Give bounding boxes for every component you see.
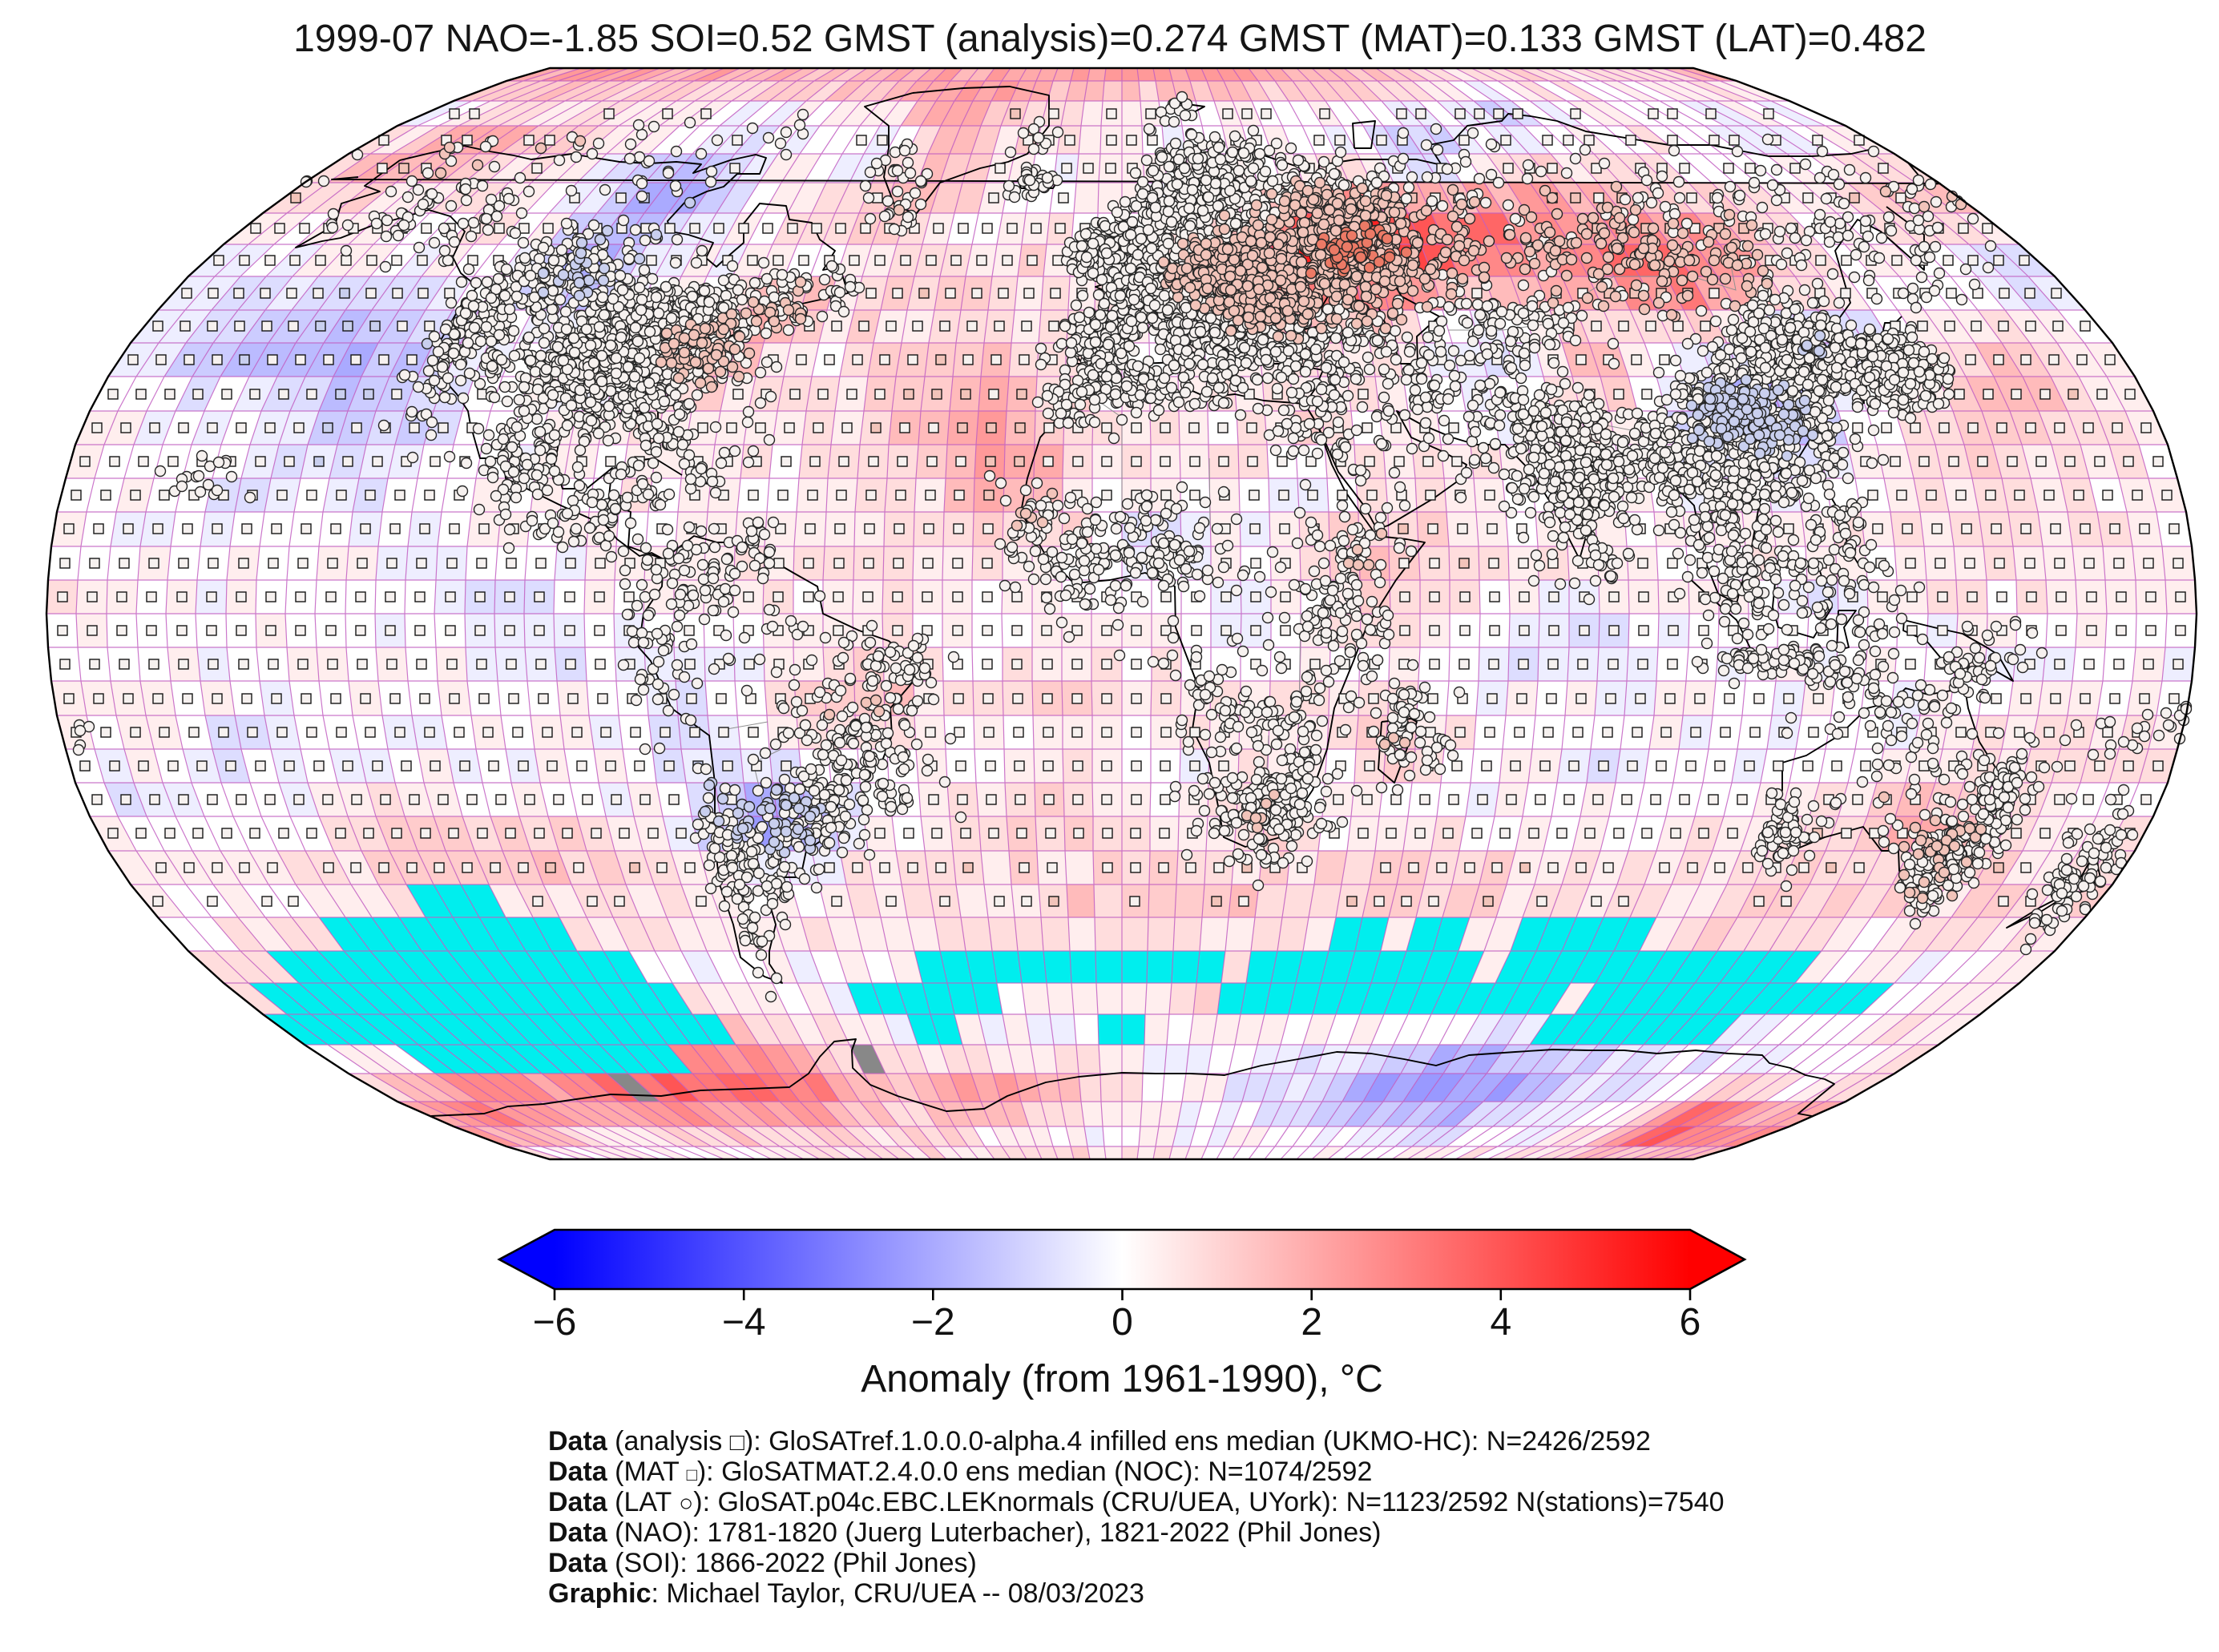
svg-text:1999-07 NAO=-1.85 SOI=0.52 GMS: 1999-07 NAO=-1.85 SOI=0.52 GMST (analysi…: [293, 18, 1926, 60]
